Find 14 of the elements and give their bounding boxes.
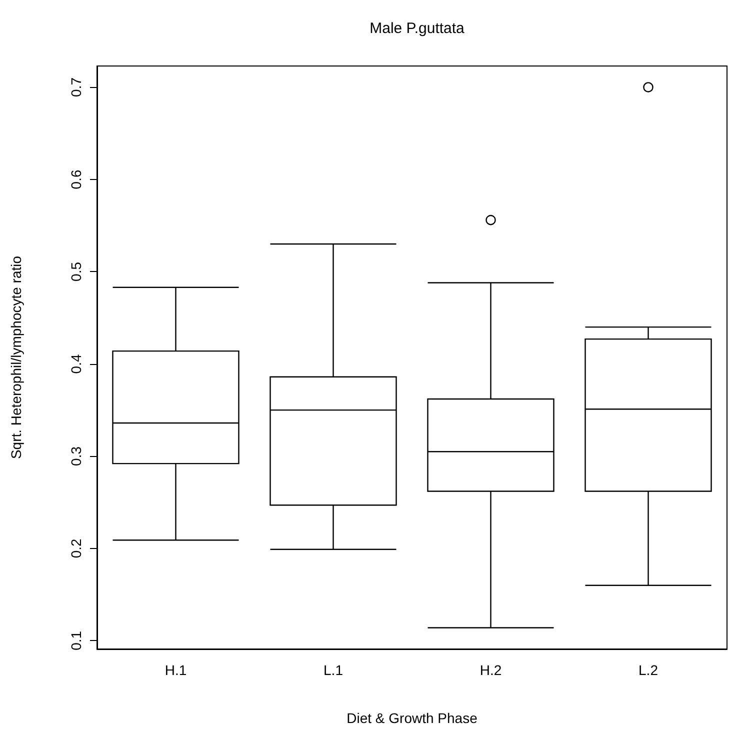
x-tick-label: H.2 bbox=[480, 662, 502, 678]
y-axis-title: Sqrt. Heterophil/lymphocyte ratio bbox=[8, 256, 24, 460]
y-tick-label: 0.5 bbox=[68, 262, 84, 282]
chart-title: Male P.guttata bbox=[370, 20, 466, 37]
y-tick-label: 0.4 bbox=[68, 354, 84, 374]
y-tick-label: 0.1 bbox=[68, 630, 84, 650]
x-tick-label: L.1 bbox=[324, 662, 344, 678]
y-tick-label: 0.2 bbox=[68, 538, 84, 558]
y-tick-label: 0.3 bbox=[68, 446, 84, 466]
y-tick-label: 0.6 bbox=[68, 170, 84, 190]
y-tick-label: 0.7 bbox=[68, 77, 84, 97]
x-tick-label: H.1 bbox=[164, 662, 187, 678]
x-tick-label: L.2 bbox=[638, 662, 658, 678]
x-axis-title: Diet & Growth Phase bbox=[346, 710, 478, 726]
